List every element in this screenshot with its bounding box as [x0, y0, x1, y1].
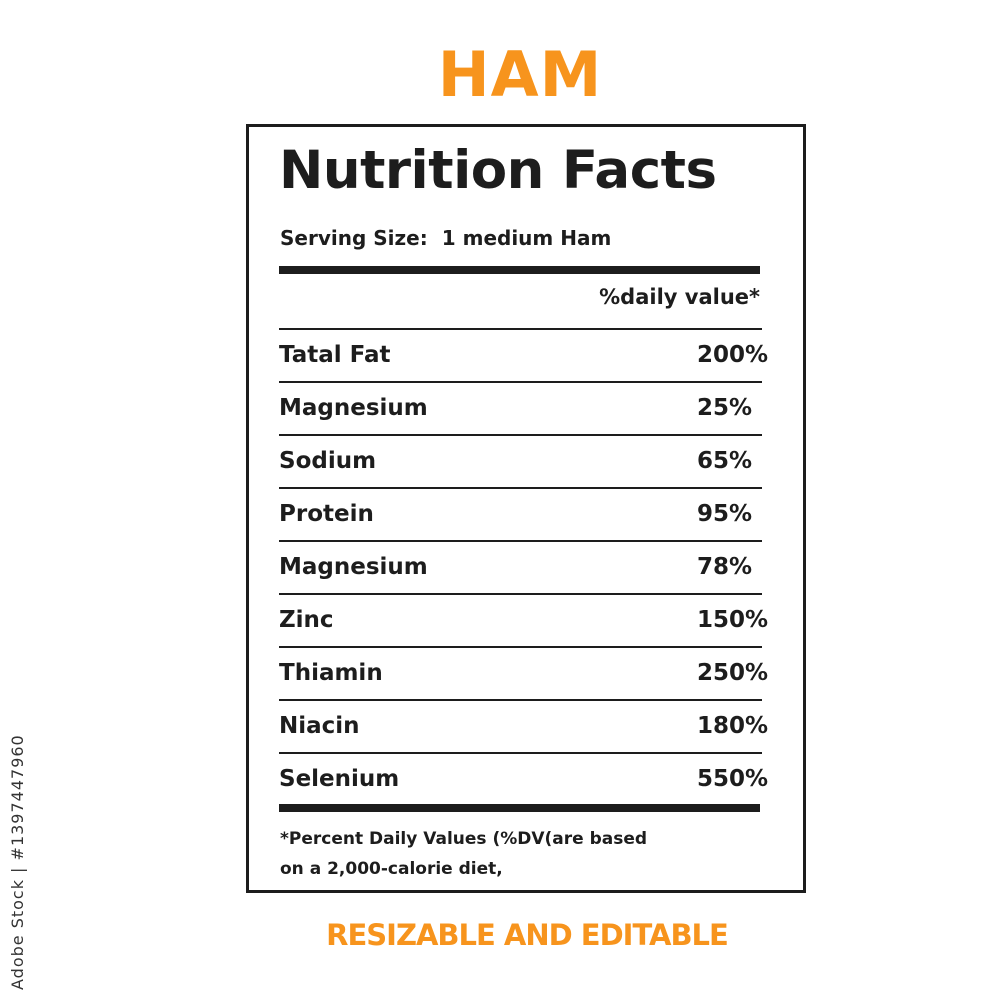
row-divider: [279, 646, 762, 648]
nutrient-value: 150%: [697, 607, 769, 633]
nutrient-name: Selenium: [279, 766, 400, 792]
serving-size-label: Serving Size:: [280, 226, 428, 250]
nutrient-name: Magnesium: [279, 395, 428, 421]
watermark: Adobe Stock | #1397447960: [8, 734, 27, 990]
thick-divider: [279, 266, 760, 274]
nutrient-row: Selenium 550%: [279, 754, 779, 807]
nutrient-row: Zinc 150%: [279, 595, 779, 648]
nutrient-name: Tatal Fat: [279, 342, 391, 368]
tagline: RESIZABLE AND EDITABLE: [326, 918, 729, 952]
nutrient-row: Thiamin 250%: [279, 648, 779, 701]
thick-divider: [279, 804, 760, 812]
nutrient-name: Niacin: [279, 713, 360, 739]
serving-size: Serving Size: 1 medium Ham: [280, 226, 611, 250]
nutrient-value: 180%: [697, 713, 769, 739]
row-divider: [279, 752, 762, 754]
nutrient-row: Magnesium 25%: [279, 383, 779, 436]
row-divider: [279, 434, 762, 436]
footnote: *Percent Daily Values (%DV(are based on …: [280, 829, 648, 879]
nutrient-value: 250%: [697, 660, 769, 686]
nutrient-value: 95%: [697, 501, 753, 527]
serving-size-value: 1 medium Ham: [441, 226, 612, 250]
product-title: HAM: [437, 38, 603, 111]
row-divider: [279, 328, 762, 330]
nutrient-row: Protein 95%: [279, 489, 779, 542]
row-divider: [279, 540, 762, 542]
nutrient-value: 200%: [697, 342, 769, 368]
row-divider: [279, 487, 762, 489]
nutrient-value: 550%: [697, 766, 769, 792]
nutrient-name: Sodium: [279, 448, 377, 474]
nutrient-value: 78%: [697, 554, 753, 580]
nutrient-row: Sodium 65%: [279, 436, 779, 489]
nutrient-value: 25%: [697, 395, 753, 421]
nutrient-name: Zinc: [279, 607, 334, 633]
nutrient-row: Niacin 180%: [279, 701, 779, 754]
row-divider: [279, 593, 762, 595]
label-title: Nutrition Facts: [279, 140, 717, 201]
nutrient-name: Protein: [279, 501, 374, 527]
nutrition-label-border: [246, 124, 806, 893]
nutrient-name: Thiamin: [279, 660, 383, 686]
row-divider: [279, 699, 762, 701]
nutrient-name: Magnesium: [279, 554, 428, 580]
nutrient-row: Magnesium 78%: [279, 542, 779, 595]
nutrient-row: Tatal Fat 200%: [279, 330, 779, 383]
row-divider: [279, 381, 762, 383]
nutrient-value: 65%: [697, 448, 753, 474]
daily-value-header: %daily value*: [599, 285, 760, 309]
